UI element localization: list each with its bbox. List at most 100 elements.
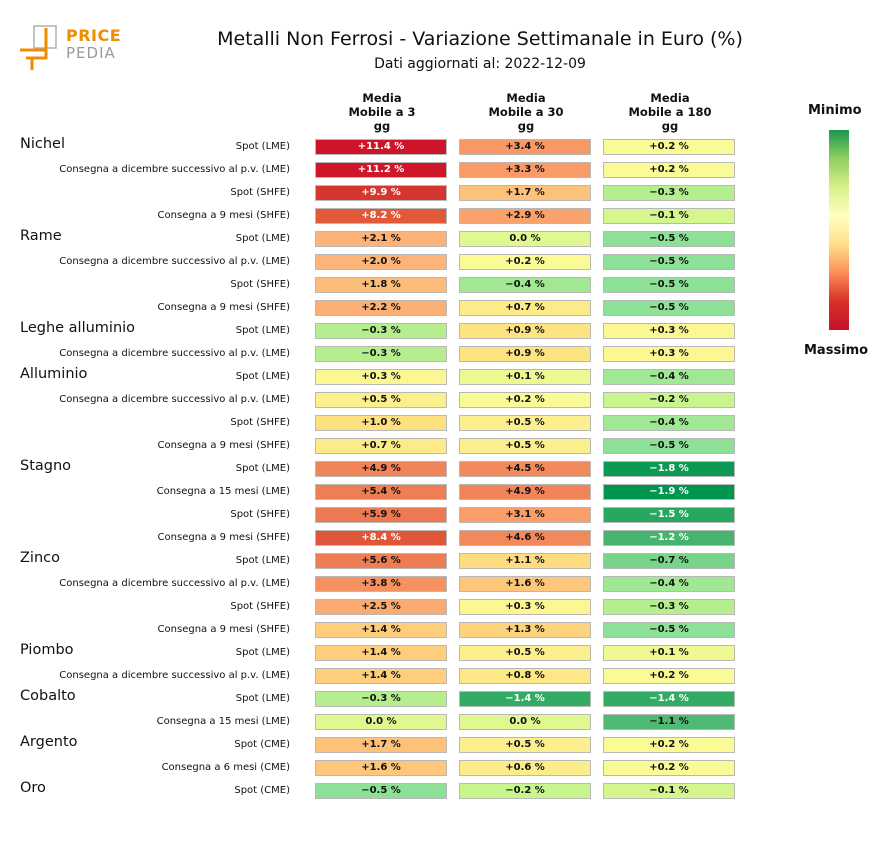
heatmap-cell: +9.9 % (315, 185, 447, 201)
row-label: Consegna a dicembre successivo al p.v. (… (59, 348, 290, 359)
heatmap-cell: +4.5 % (459, 461, 591, 477)
heatmap-cell: +4.6 % (459, 530, 591, 546)
column-header-line: Media (506, 91, 546, 105)
legend-color-bar (829, 130, 849, 330)
column-header: Media Mobile a 3 gg (315, 91, 449, 133)
heatmap-cell: −1.5 % (603, 507, 735, 523)
heatmap-cell: +0.5 % (459, 645, 591, 661)
legend-min-label: Minimo (808, 103, 862, 118)
row-label: Consegna a 9 mesi (SHFE) (157, 302, 290, 313)
row-label: Consegna a 6 mesi (CME) (161, 762, 290, 773)
heatmap-cell: +0.5 % (459, 737, 591, 753)
heatmap-cell: −0.3 % (603, 185, 735, 201)
heatmap-cell: −0.5 % (603, 622, 735, 638)
heatmap-cell: +2.5 % (315, 599, 447, 615)
row-label: Spot (CME) (234, 785, 290, 796)
column-header-line: Media (650, 91, 690, 105)
heatmap-cell: −1.9 % (603, 484, 735, 500)
row-label: Spot (SHFE) (230, 509, 290, 520)
logo-mark (20, 25, 57, 70)
heatmap-cell: −1.8 % (603, 461, 735, 477)
heatmap-cell: +0.5 % (459, 438, 591, 454)
heatmap-cell: −0.5 % (603, 254, 735, 270)
heatmap-cell: +0.9 % (459, 323, 591, 339)
heatmap-cell: −0.5 % (603, 300, 735, 316)
row-label: Consegna a 9 mesi (SHFE) (157, 532, 290, 543)
chart-title: Metalli Non Ferrosi - Variazione Settima… (217, 28, 743, 50)
metal-group-label: Rame (20, 228, 62, 244)
pricepedia-logo: PRICE PEDIA (20, 24, 130, 74)
heatmap-cell: +0.3 % (315, 369, 447, 385)
row-label: Consegna a dicembre successivo al p.v. (… (59, 256, 290, 267)
column-header-line: gg (517, 119, 535, 133)
row-label: Consegna a 15 mesi (LME) (156, 716, 290, 727)
heatmap-cell: 0.0 % (459, 714, 591, 730)
heatmap-cell: −0.4 % (603, 415, 735, 431)
heatmap-cell: 0.0 % (315, 714, 447, 730)
row-label: Consegna a dicembre successivo al p.v. (… (59, 578, 290, 589)
column-header: Media Mobile a 180 gg (603, 91, 737, 133)
heatmap-cell: −0.3 % (315, 346, 447, 362)
heatmap-cell: +2.1 % (315, 231, 447, 247)
heatmap-cell: −0.5 % (315, 783, 447, 799)
metal-group-label: Nichel (20, 136, 65, 152)
heatmap-cell: +0.2 % (459, 392, 591, 408)
heatmap-cell: −0.3 % (315, 323, 447, 339)
heatmap-cell: +0.6 % (459, 760, 591, 776)
heatmap-cell: −0.3 % (603, 599, 735, 615)
row-label: Spot (LME) (235, 555, 290, 566)
heatmap-cell: +0.9 % (459, 346, 591, 362)
row-label: Spot (LME) (235, 647, 290, 658)
heatmap-cell: +0.5 % (459, 415, 591, 431)
row-label: Consegna a 9 mesi (SHFE) (157, 440, 290, 451)
metal-group-label: Alluminio (20, 366, 88, 382)
row-label: Consegna a dicembre successivo al p.v. (… (59, 394, 290, 405)
heatmap-cell: −0.2 % (459, 783, 591, 799)
heatmap-cell: +1.6 % (315, 760, 447, 776)
heatmap-cell: +0.2 % (603, 139, 735, 155)
column-header-line: Mobile a 3 (348, 105, 416, 119)
row-label: Spot (LME) (235, 693, 290, 704)
heatmap-cell: +1.4 % (315, 645, 447, 661)
heatmap-cell: +2.9 % (459, 208, 591, 224)
metal-group-label: Zinco (20, 550, 60, 566)
row-label: Consegna a 9 mesi (SHFE) (157, 210, 290, 221)
heatmap-cell: −1.4 % (603, 691, 735, 707)
row-label: Spot (SHFE) (230, 601, 290, 612)
heatmap-cell: +0.7 % (315, 438, 447, 454)
row-label: Spot (LME) (235, 325, 290, 336)
heatmap-cell: −0.5 % (603, 438, 735, 454)
heatmap-cell: +11.2 % (315, 162, 447, 178)
column-header-line: Mobile a 180 (628, 105, 712, 119)
heatmap-cell: +3.8 % (315, 576, 447, 592)
heatmap-cell: +2.2 % (315, 300, 447, 316)
row-label: Spot (LME) (235, 371, 290, 382)
heatmap-cell: +0.1 % (459, 369, 591, 385)
heatmap-cell: +0.5 % (315, 392, 447, 408)
heatmap-cell: +8.4 % (315, 530, 447, 546)
metal-group-label: Argento (20, 734, 78, 750)
row-label: Spot (SHFE) (230, 417, 290, 428)
heatmap-cell: +1.8 % (315, 277, 447, 293)
heatmap-cell: −1.1 % (603, 714, 735, 730)
row-label: Spot (LME) (235, 233, 290, 244)
metal-group-label: Leghe alluminio (20, 320, 136, 336)
heatmap-cell: +1.6 % (459, 576, 591, 592)
row-label: Spot (SHFE) (230, 279, 290, 290)
heatmap-cell: +5.4 % (315, 484, 447, 500)
heatmap-cell: +1.7 % (315, 737, 447, 753)
metal-group-label: Stagno (20, 458, 72, 474)
metal-group-label: Piombo (20, 642, 74, 658)
heatmap-cell: +0.8 % (459, 668, 591, 684)
heatmap-cell: +0.2 % (603, 760, 735, 776)
heatmap-cell: +4.9 % (459, 484, 591, 500)
heatmap-cell: −0.4 % (603, 576, 735, 592)
heatmap-cell: +0.1 % (603, 645, 735, 661)
heatmap-cell: −1.4 % (459, 691, 591, 707)
chart-subtitle: Dati aggiornati al: 2022-12-09 (374, 56, 586, 72)
logo-text-pedia: PEDIA (66, 44, 116, 62)
heatmap-cell: −0.7 % (603, 553, 735, 569)
metal-group-label: Oro (20, 780, 46, 796)
column-header-line: gg (661, 119, 679, 133)
row-label: Spot (LME) (235, 141, 290, 152)
